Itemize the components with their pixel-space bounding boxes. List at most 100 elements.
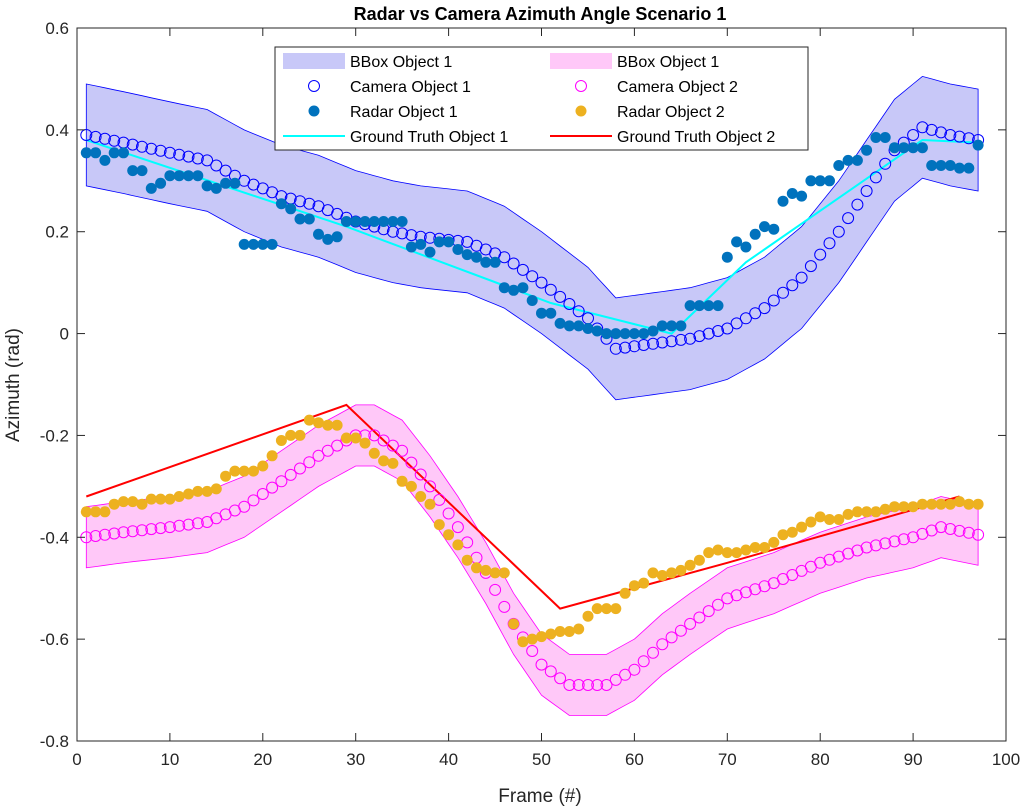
camera-object-2-point (572, 679, 585, 691)
radar-object-1-point (517, 282, 529, 294)
radar-object-1-point (145, 182, 157, 194)
camera-object-2-point (823, 553, 836, 566)
camera-object-1-point (98, 132, 111, 145)
y-tick-label: 0.4 (45, 121, 69, 140)
radar-object-2-point (703, 547, 715, 559)
radar-object-2-point (582, 610, 594, 622)
camera-object-2-point (554, 672, 567, 685)
radar-object-1-point (275, 198, 287, 210)
chart-title: Radar vs Camera Azimuth Angle Scenario 1 (354, 4, 727, 24)
camera-object-1-point (544, 283, 557, 296)
radar-object-1-point (759, 221, 770, 233)
camera-object-2-point (749, 583, 762, 596)
radar-object-2-point (396, 475, 408, 487)
radar-object-1-point (359, 216, 371, 227)
radar-object-1-point (331, 231, 343, 243)
legend-swatch (283, 53, 345, 69)
legend-entry: BBox Object 1 (283, 53, 452, 71)
radar-object-2-point (684, 559, 696, 571)
camera-object-2-point (117, 526, 130, 539)
radar-object-2-point (833, 514, 845, 525)
radar-object-1-point (889, 142, 900, 154)
radar-object-1-point (164, 170, 176, 182)
camera-object-1-point (674, 333, 687, 346)
camera-object-1-point (739, 312, 752, 325)
camera-object-2-point (609, 673, 622, 686)
legend-swatch (308, 80, 320, 92)
radar-object-1-point (471, 251, 482, 263)
radar-object-1-point (703, 300, 715, 312)
camera-object-2-point (684, 617, 697, 630)
camera-object-2-point (739, 586, 752, 599)
radar-object-2-point (824, 514, 835, 525)
radar-object-2-point (210, 483, 222, 495)
radar-object-2-point (861, 506, 873, 518)
camera-object-1-point (396, 227, 409, 240)
radar-object-2-point (183, 488, 194, 500)
radar-object-1-point (433, 236, 445, 248)
camera-object-2-point (842, 547, 855, 560)
radar-object-2-point (294, 429, 306, 441)
radar-object-1-point (870, 132, 882, 143)
radar-object-1-point (573, 320, 585, 332)
x-tick-label: 10 (160, 750, 179, 769)
x-tick-label: 40 (439, 750, 458, 769)
radar-object-1-point (768, 223, 780, 235)
camera-object-1-point (80, 129, 93, 141)
radar-object-1-point (405, 241, 417, 253)
radar-object-1-point (201, 180, 213, 192)
radar-object-1-point (118, 147, 129, 159)
camera-object-2-point (591, 679, 604, 691)
camera-object-2-point (962, 526, 975, 539)
radar-object-2-point (508, 618, 520, 630)
radar-object-2-point (313, 417, 324, 429)
tick-labels: 0 10 20 30 40 50 60 70 80 90 100 -0.8 -0.6 -0.4 -0.2 0 0… (40, 19, 1020, 769)
camera-object-2-point (637, 655, 650, 668)
radar-object-1-point (257, 238, 269, 250)
camera-object-2-point (424, 480, 436, 493)
camera-object-2-point (386, 439, 399, 452)
legend-label: BBox Object 1 (350, 54, 452, 71)
camera-object-2-point (266, 481, 279, 494)
camera-object-1-point (619, 341, 632, 354)
camera-object-2-point (693, 611, 706, 624)
camera-object-1-point (702, 327, 715, 340)
radar-object-1-point (229, 177, 241, 189)
radar-object-1-point (777, 195, 789, 207)
y-axis-label: Azimuth (rad) (3, 328, 24, 442)
camera-object-1-point (145, 142, 158, 155)
radar-object-1-point (824, 175, 835, 187)
radar-object-1-point (926, 160, 938, 171)
camera-object-2-point (897, 533, 910, 546)
radar-object-2-point (786, 526, 798, 538)
radar-object-1-point (322, 233, 334, 245)
y-tick-label: -0.6 (40, 630, 69, 649)
camera-object-2-point (972, 528, 985, 541)
radar-object-1-point (489, 256, 501, 268)
radar-object-1-point (619, 328, 631, 340)
camera-object-2-point (126, 525, 139, 538)
x-tick-label: 50 (532, 750, 551, 769)
radar-object-2-point (498, 567, 510, 579)
radar-object-1-point (666, 320, 678, 332)
radar-object-1-point (749, 228, 761, 240)
camera-object-2-point (98, 528, 111, 541)
radar-object-2-point (387, 457, 399, 469)
radar-object-2-point (90, 506, 102, 518)
radar-object-1-point (563, 320, 575, 332)
radar-object-2-point (889, 501, 900, 513)
radar-object-1-point (842, 154, 854, 166)
radar-object-2-point (954, 496, 965, 508)
camera-object-2-point (303, 456, 316, 469)
radar-object-1-point (972, 139, 984, 151)
camera-object-2-point (544, 665, 557, 678)
camera-object-1-point (879, 157, 892, 170)
camera-object-1-point (303, 197, 316, 210)
camera-object-2-point (869, 539, 882, 552)
radar-object-2-point (675, 564, 687, 576)
radar-object-2-point (350, 432, 362, 444)
radar-object-1-point (136, 165, 148, 177)
camera-object-1-point (916, 121, 929, 134)
camera-object-2-point (377, 434, 390, 447)
